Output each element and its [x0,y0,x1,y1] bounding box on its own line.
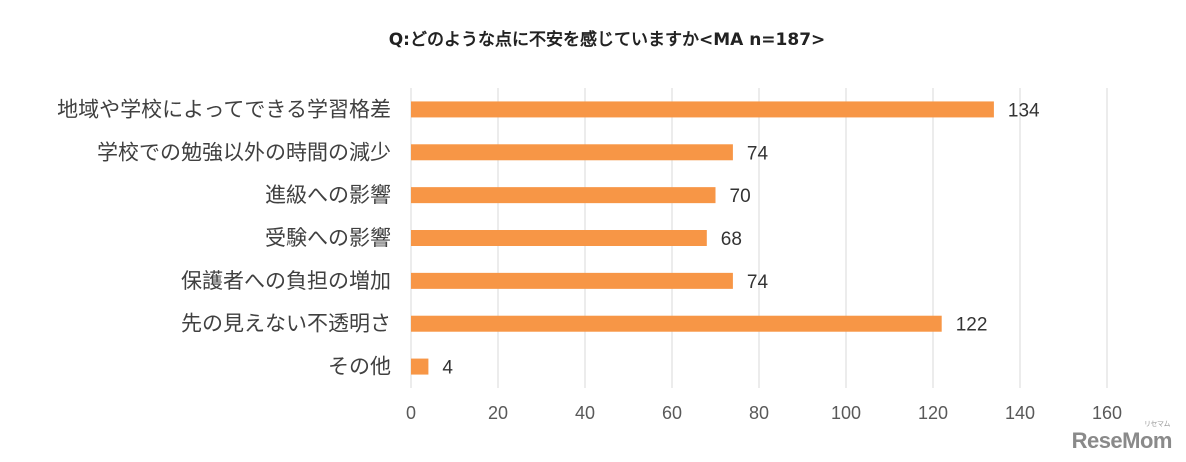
value-label-4: 74 [747,272,769,293]
category-labels: 地域や学校によってできる学習格差学校での勉強以外の時間の減少進級への影響受験への… [57,97,391,378]
value-label-0: 134 [1008,100,1040,121]
category-label-5: 先の見えない不透明さ [181,312,391,336]
x-tick-label-6: 120 [918,403,948,423]
category-label-2: 進級への影響 [265,183,391,207]
value-label-3: 68 [721,229,742,250]
chart-title: Q:どのような点に不安を感じていますか<MA n=187> [389,29,826,50]
logo-ruby: リセマム [1144,421,1171,428]
x-tick-label-7: 140 [1005,403,1035,423]
x-tick-label-8: 160 [1092,403,1122,423]
value-labels: 134 74 70 68 74 122 4 [442,100,1040,378]
x-axis-ticks: 0 20 40 60 80 100 120 140 160 [406,403,1122,423]
x-tick-label-1: 20 [488,403,508,423]
category-label-1: 学校での勉強以外の時間の減少 [97,140,391,164]
resemom-logo: リセマム ReseMom [1071,421,1173,454]
value-label-1: 74 [747,143,769,164]
category-label-0: 地域や学校によってできる学習格差 [57,97,391,121]
x-tick-label-3: 60 [662,403,682,423]
value-label-2: 70 [730,186,751,207]
bar-2 [411,187,716,204]
x-tick-label-5: 100 [831,403,861,423]
bar-6 [411,358,429,375]
x-tick-label-4: 80 [749,403,769,423]
category-label-4: 保護者への負担の増加 [181,269,391,293]
category-label-6: その他 [328,355,391,379]
value-label-6: 4 [442,358,453,379]
x-tick-label-2: 40 [575,403,595,423]
gridlines [410,88,1108,388]
bars [411,101,994,375]
bar-3 [411,230,707,246]
x-tick-label-0: 0 [406,403,416,423]
logo-text: ReseMom [1071,428,1173,453]
bar-5 [411,315,942,332]
bar-0 [411,101,994,118]
value-label-5: 122 [956,315,988,336]
bar-1 [411,144,733,161]
bar-4 [411,272,733,289]
category-label-3: 受験への影響 [265,226,391,250]
